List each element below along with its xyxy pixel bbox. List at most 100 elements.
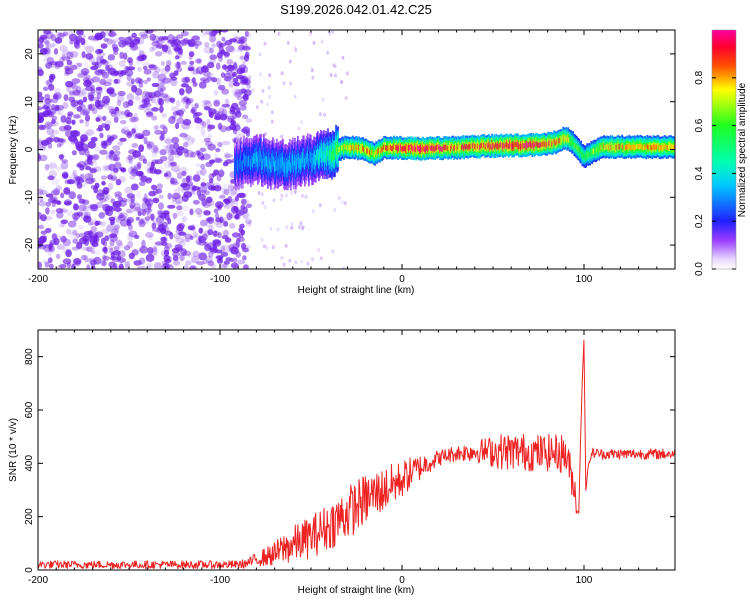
noise-blob (221, 36, 226, 42)
noise-blob (131, 249, 139, 256)
noise-blob (204, 137, 211, 143)
ridge-segment (567, 135, 569, 141)
noise-blob (280, 255, 284, 260)
noise-blob (118, 199, 127, 207)
ridge-segment (627, 144, 630, 150)
noise-blob (114, 156, 119, 162)
noise-blob (251, 88, 255, 93)
noise-blob (80, 173, 90, 181)
ridge-segment (511, 143, 513, 150)
noise-blob (76, 30, 83, 35)
noise-blob (106, 89, 114, 94)
ridge-segment (563, 136, 565, 142)
noise-blob (70, 83, 77, 89)
noise-blob (174, 244, 183, 251)
colorbar: 0.00.20.40.60.8 Normalized spectral ampl… (694, 29, 748, 276)
noise-blob (137, 211, 142, 217)
noise-blob (262, 244, 266, 249)
noise-blob (284, 243, 288, 248)
noise-blob (51, 104, 56, 110)
noise-blob (207, 61, 215, 69)
noise-blob (218, 169, 225, 178)
noise-blob (126, 81, 134, 87)
noise-blob (181, 216, 188, 223)
noise-blob (290, 222, 294, 227)
noise-blob (60, 219, 68, 225)
noise-blob (86, 262, 94, 269)
noise-blob (144, 165, 153, 171)
noise-blob (171, 199, 177, 207)
noise-blob (127, 57, 133, 64)
noise-blob (164, 258, 172, 264)
noise-blob (208, 250, 214, 258)
noise-blob (280, 134, 284, 139)
noise-blob (56, 211, 64, 219)
ridge-segment (595, 148, 597, 154)
noise-blob (93, 203, 100, 212)
noise-blob (212, 230, 220, 237)
snr-y-tick-label: 0 (24, 567, 35, 573)
ridge-segment (476, 144, 478, 150)
spectrogram-x-tick-label: -100 (210, 274, 230, 285)
noise-blob (239, 80, 248, 85)
noise-blob (190, 108, 195, 114)
noise-blob (159, 135, 165, 141)
noise-blob (201, 178, 206, 185)
noise-blob (110, 219, 115, 226)
noise-blob (224, 153, 234, 158)
noise-blob (140, 34, 149, 39)
noise-blob (214, 254, 222, 261)
noise-blob (61, 159, 68, 164)
noise-blob (183, 191, 193, 198)
noise-blob (345, 71, 349, 76)
noise-blob (66, 59, 73, 66)
noise-blob (88, 257, 98, 263)
noise-blob (100, 43, 108, 49)
noise-blob (334, 73, 337, 78)
noise-blob (84, 61, 89, 70)
ridge-segment (341, 145, 343, 151)
noise-blob (45, 137, 54, 143)
ridge-segment (446, 144, 448, 151)
noise-blob (101, 247, 111, 254)
noise-blob (155, 188, 163, 194)
noise-blob (175, 210, 184, 217)
ridge-segment (348, 145, 350, 151)
snr-frame (37, 329, 676, 571)
noise-blob (52, 94, 59, 100)
noise-blob (212, 239, 221, 244)
noise-blob (40, 214, 47, 222)
noise-blob (103, 241, 108, 247)
noise-blob (230, 246, 239, 255)
ridge-segment (430, 145, 432, 151)
noise-blob (130, 78, 135, 85)
spectrogram-y-tick-label: 10 (24, 96, 35, 108)
noise-blob (141, 239, 146, 248)
ridge-segment (523, 143, 525, 149)
ridge-segment (251, 155, 253, 167)
snr-background (38, 330, 675, 570)
noise-blob (224, 237, 232, 243)
noise-blob (148, 250, 158, 257)
noise-blob (134, 95, 140, 101)
noise-blob (191, 77, 196, 84)
noise-blob (111, 43, 119, 50)
noise-blob (171, 115, 177, 120)
ridge-segment (295, 161, 297, 173)
noise-blob (242, 60, 246, 65)
ridge-segment (491, 142, 493, 148)
ridge-segment (309, 151, 311, 162)
noise-blob (69, 232, 77, 240)
noise-blob (235, 240, 241, 248)
noise-blob (312, 40, 316, 45)
noise-blob (112, 250, 121, 256)
ridge-segment (470, 143, 472, 150)
ridge-segment (365, 147, 367, 153)
noise-blob (235, 209, 245, 216)
ridge-segment (269, 158, 271, 169)
noise-blob (167, 50, 173, 56)
noise-blob (142, 129, 151, 137)
noise-blob (168, 116, 176, 124)
ridge-segment (363, 146, 365, 153)
